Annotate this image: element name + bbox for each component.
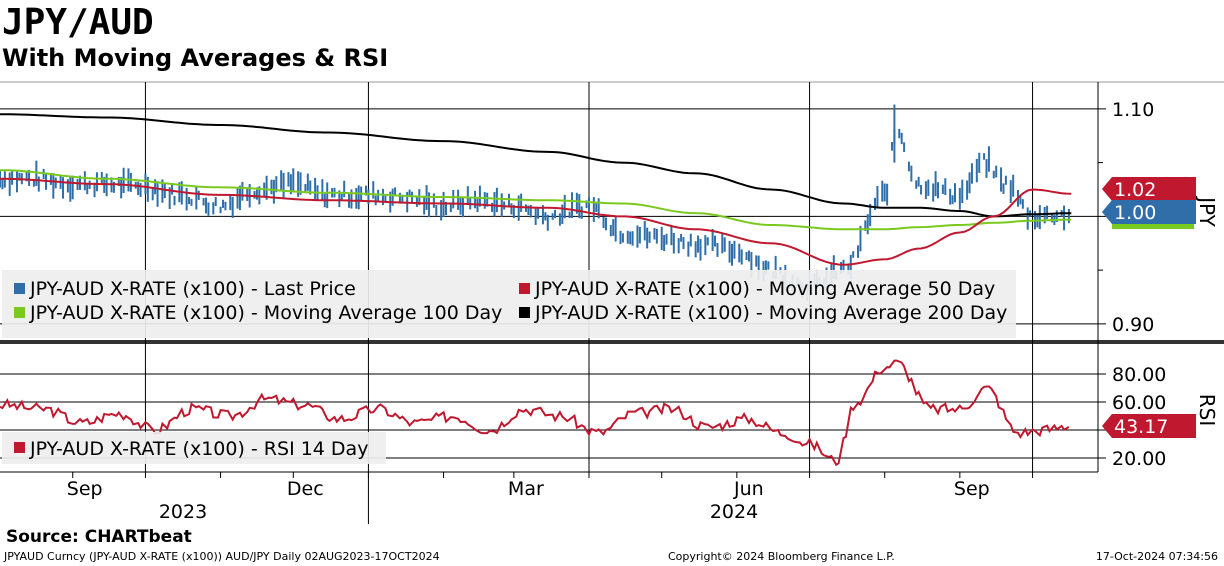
ma50-last-value: 1.02	[1114, 179, 1156, 201]
x-tick-label: Mar	[508, 478, 544, 500]
legend-entry: JPY-AUD X-RATE (x100) - RSI 14 Day	[29, 438, 368, 460]
price-tick-label: 0.90	[1112, 314, 1154, 336]
price-axis-title: JPY	[1195, 195, 1219, 228]
rsi-tick-label: 20.00	[1112, 448, 1166, 470]
ma50-last-value-bg	[1102, 177, 1196, 201]
panel-divider	[0, 340, 1224, 344]
legend-swatch	[14, 283, 25, 294]
last-price-value: 1.00	[1114, 202, 1156, 224]
legend-swatch	[14, 307, 25, 318]
legend-entry: JPY-AUD X-RATE (x100) - Moving Average 2…	[534, 302, 1007, 324]
rsi-line	[0, 359, 1070, 467]
chart-subtitle: With Moving Averages & RSI	[2, 44, 389, 72]
last-price-value-bg	[1102, 200, 1196, 224]
rsi-tick-label: 60.00	[1112, 392, 1166, 414]
price-tick-label: 1.10	[1112, 99, 1154, 121]
price-legend-bg	[2, 270, 1016, 338]
legend-swatch	[519, 307, 530, 318]
ma100-line	[0, 169, 1072, 231]
rsi-legend-bg	[2, 432, 386, 464]
ma200-line	[0, 113, 1072, 218]
ma100-last-marker	[1112, 224, 1194, 229]
ma50-line	[0, 177, 1072, 266]
rsi-legend: JPY-AUD X-RATE (x100) - RSI 14 Day	[2, 432, 386, 464]
legend-entry: JPY-AUD X-RATE (x100) - Moving Average 5…	[534, 278, 995, 300]
legend-swatch	[519, 283, 530, 294]
rsi-last-value: 43.17	[1114, 416, 1168, 438]
timestamp: 17-Oct-2024 07:34:56	[1095, 550, 1218, 563]
x-tick-label: Jun	[733, 478, 764, 500]
x-tick-label: Dec	[287, 478, 324, 500]
rsi-tick-label: 80.00	[1112, 364, 1166, 386]
chart-title: JPY/AUD	[2, 2, 154, 43]
legend-entry: JPY-AUD X-RATE (x100) - Moving Average 1…	[29, 302, 502, 324]
rsi-axis-title: RSI	[1195, 394, 1219, 427]
legend-swatch	[14, 442, 25, 453]
year-label: 2024	[710, 501, 758, 523]
x-tick-label: Sep	[954, 478, 990, 500]
year-label: 2023	[159, 501, 207, 523]
x-tick-label: Sep	[67, 478, 103, 500]
security-description: JPYAUD Curncy (JPY-AUD X-RATE (x100)) AU…	[4, 550, 440, 563]
copyright-text: Copyright© 2024 Bloomberg Finance L.P.	[668, 550, 895, 563]
rsi-last-value-bg	[1102, 414, 1196, 438]
price-legend: JPY-AUD X-RATE (x100) - Last Price JPY-AU…	[2, 270, 1016, 338]
legend-entry: JPY-AUD X-RATE (x100) - Last Price	[29, 278, 356, 300]
source-label: Source: CHARTbeat	[6, 527, 192, 547]
